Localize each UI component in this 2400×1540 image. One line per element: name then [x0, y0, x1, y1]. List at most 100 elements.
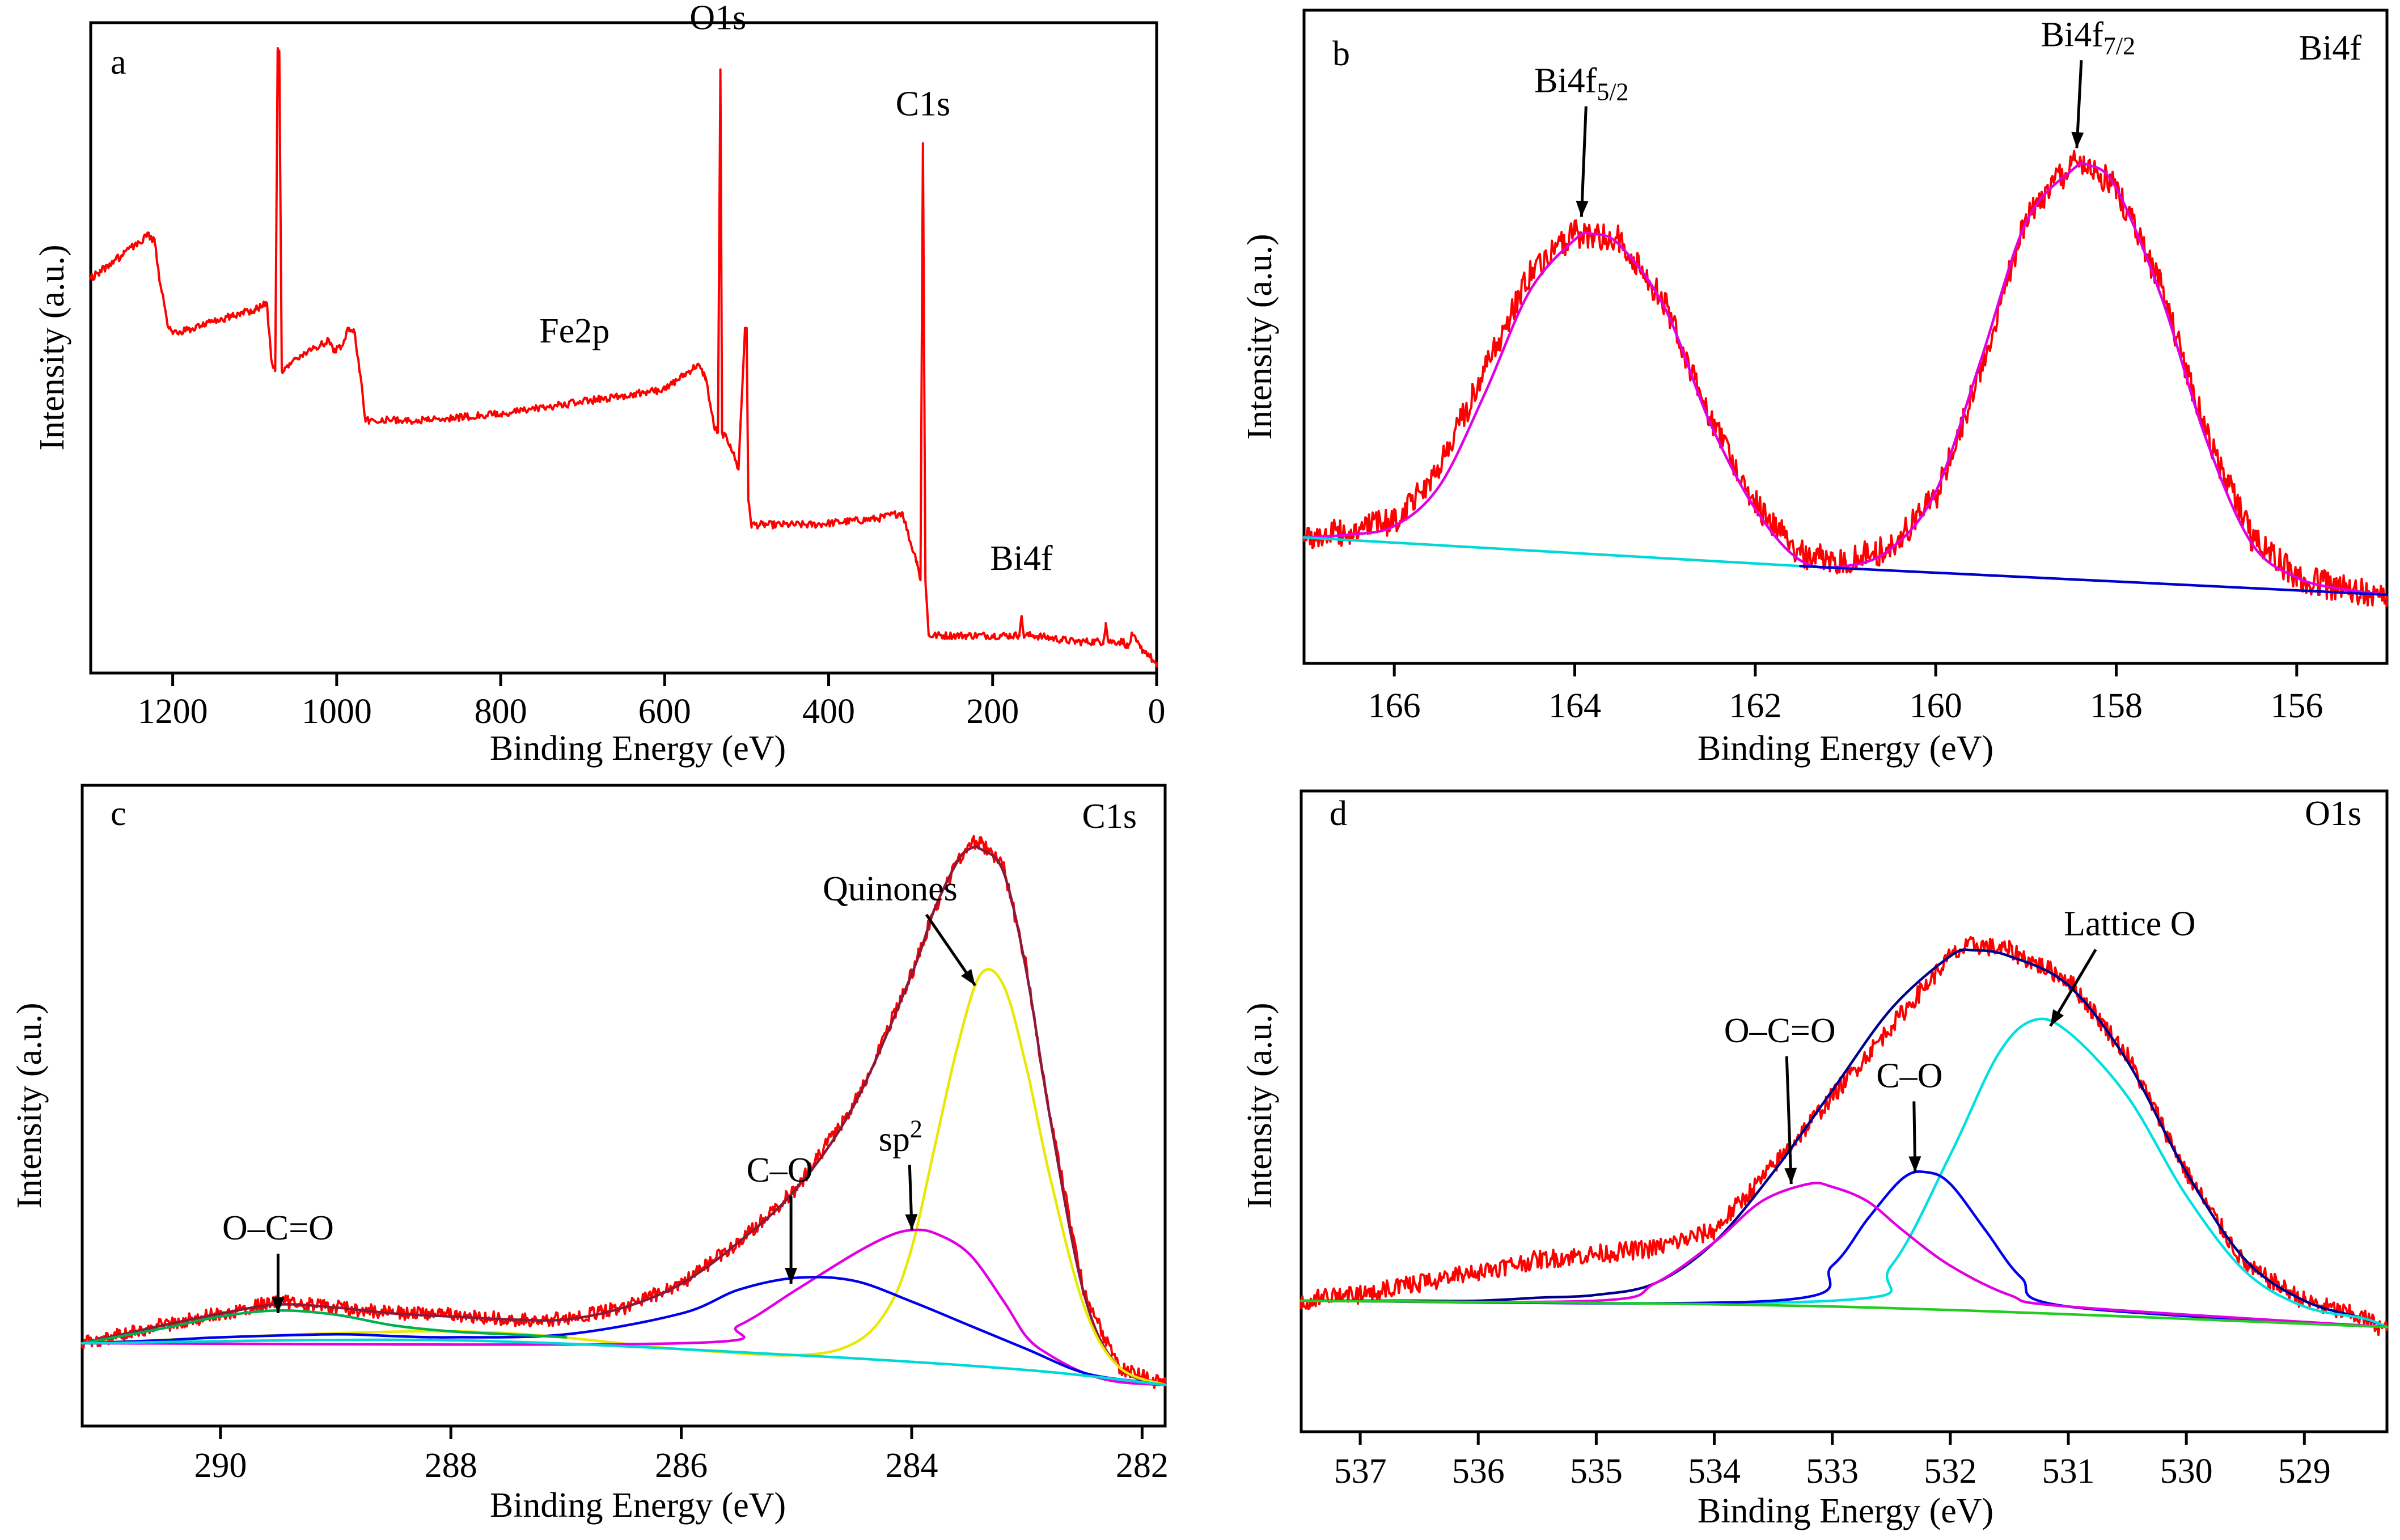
- panel-b-frame: [1302, 9, 2389, 665]
- panel-a-x-ticks: 1200 1000 800 600 400 200 0: [138, 672, 1166, 731]
- panel-c-series-c-o: [81, 1275, 1167, 1386]
- panel-c-annotation: Quinones: [823, 870, 976, 987]
- panel-d-x-axis-label: Binding Energy (eV): [1698, 1492, 1993, 1530]
- panel-b-annotation-arrow: [1580, 106, 1588, 217]
- panel-b-annotation: Bi4f7/2: [2041, 15, 2135, 149]
- panel-d-annotation-label: C–O: [1876, 1056, 1942, 1095]
- panel-c-series-background: [81, 1338, 1167, 1386]
- panel-b-x-tick-label: 162: [1729, 687, 1781, 725]
- panel-c-x-tick-label: 286: [655, 1446, 708, 1485]
- panel-d-x-tick-label: 534: [1688, 1452, 1741, 1491]
- panel-b-annotation: Bi4f5/2: [1534, 62, 1629, 217]
- panel-a-letter: a: [111, 43, 126, 82]
- panel-b-x-axis-label: Binding Energy (eV): [1698, 729, 1993, 768]
- panel-d-annotation-arrowhead: [2050, 1009, 2064, 1026]
- panel-b-x-ticks: 166 164 162 160 158 156: [1368, 662, 2323, 725]
- panel-c-annotation-arrowhead: [905, 1214, 918, 1230]
- panel-d-annotation: C–O: [1876, 1056, 1942, 1173]
- panel-c-c1s-spectrum: O–C=O C–O sp2 Quinones 290 288 286 284 282 c C1…: [10, 784, 1169, 1525]
- panel-c-annotation-label: C–O: [747, 1151, 813, 1190]
- panel-d-plot-area: O–C=O C–O Lattice O: [1300, 905, 2389, 1336]
- panel-d-tag: O1s: [2305, 794, 2361, 833]
- panel-c-series-sp2: [81, 1228, 1167, 1386]
- panel-d-x-tick-label: 536: [1452, 1452, 1505, 1491]
- panel-a-x-tick-label: 600: [638, 692, 691, 731]
- panel-d-x-tick-label: 533: [1806, 1452, 1859, 1491]
- panel-c-x-ticks: 290 288 286 284 282: [194, 1425, 1169, 1485]
- panel-c-frame: [81, 784, 1167, 1428]
- panel-c-annotation-label: O–C=O: [222, 1209, 334, 1247]
- panel-c-annotation-label: Quinones: [823, 870, 958, 908]
- panel-a-annotation: Bi4f: [990, 539, 1053, 578]
- panel-c-x-tick-label: 290: [194, 1446, 247, 1485]
- panel-b-bi4f-spectrum: Bi4f5/2 Bi4f7/2 166 164 162 160 158 156 b Bi4f…: [1241, 9, 2389, 768]
- panel-d-annotation-label: O–C=O: [1724, 1012, 1836, 1050]
- panel-d-annotation-arrowhead: [1784, 1167, 1797, 1184]
- panel-b-x-tick-label: 164: [1548, 687, 1601, 725]
- panel-c-annotation: C–O: [747, 1151, 813, 1284]
- panel-c-annotation-arrowhead: [272, 1297, 285, 1313]
- panel-c-x-tick-label: 282: [1116, 1446, 1169, 1485]
- panel-a-x-tick-label: 0: [1148, 692, 1166, 731]
- panel-c-plot-area: O–C=O C–O sp2 Quinones: [81, 835, 1167, 1389]
- panel-b-letter: b: [1332, 35, 1350, 73]
- panel-d-annotation: O–C=O: [1724, 1012, 1836, 1184]
- panel-a-frame: [89, 21, 1158, 675]
- panel-d-annotation-arrowhead: [1908, 1156, 1921, 1173]
- panel-a-annotation-label: Fe2p: [539, 312, 609, 350]
- panel-b-annotation-label: Bi4f7/2: [2041, 15, 2135, 60]
- panel-a-annotation-label: Bi4f: [990, 539, 1053, 578]
- panel-b-y-axis-label: Intensity (a.u.): [1241, 234, 1279, 439]
- panel-d-x-tick-label: 535: [1570, 1452, 1623, 1491]
- panel-d-x-tick-label: 537: [1334, 1452, 1387, 1491]
- panel-c-annotation-arrowhead: [785, 1268, 798, 1284]
- panel-d-series-lattice-o: [1300, 1017, 2389, 1329]
- panel-d-annotation: Lattice O: [2049, 905, 2196, 1027]
- panel-b-series-background: [1302, 536, 1802, 568]
- panel-c-series-raw: [81, 835, 1166, 1389]
- panel-a-annotation: Fe2p: [539, 312, 609, 350]
- panel-c-x-axis-label: Binding Energy (eV): [490, 1486, 786, 1525]
- panel-d-frame: [1300, 789, 2389, 1433]
- panel-a-x-tick-label: 400: [802, 692, 855, 731]
- panel-a-annotation: C1s: [896, 85, 950, 124]
- panel-b-x-tick-label: 156: [2270, 687, 2323, 725]
- panel-d-series-raw: [1300, 936, 2388, 1336]
- panel-c-x-tick-label: 288: [425, 1446, 477, 1485]
- panel-d-x-ticks: 537 536 535 534 533 532 531 530 529: [1334, 1431, 2331, 1491]
- panel-c-annotation-label: sp2: [879, 1115, 922, 1159]
- panel-a-plot-area: O1s C1s Fe2p Bi4f: [90, 0, 1158, 667]
- panel-c-letter: c: [111, 794, 126, 833]
- panel-c-tag: C1s: [1082, 797, 1137, 836]
- panel-d-x-tick-label: 531: [2042, 1452, 2094, 1491]
- panel-c-annotation: O–C=O: [222, 1209, 334, 1313]
- panel-c-x-tick-label: 284: [885, 1446, 938, 1485]
- panel-b-x-tick-label: 166: [1368, 687, 1421, 725]
- panel-a-x-tick-label: 1000: [302, 692, 372, 731]
- panel-b-series-raw: [1303, 150, 2388, 607]
- panel-d-x-tick-label: 529: [2278, 1452, 2331, 1491]
- panel-b-series-background-tail: [1799, 565, 2389, 596]
- panel-d-x-tick-label: 530: [2160, 1452, 2213, 1491]
- panel-a-x-tick-label: 200: [966, 692, 1019, 731]
- panel-c-series-envelope: [81, 845, 1167, 1386]
- panel-b-annotation-label: Bi4f5/2: [1534, 62, 1628, 106]
- panel-b-annotation-arrowhead: [1576, 201, 1589, 217]
- panel-b-series-fit-envelope: [1302, 162, 2389, 596]
- panel-d-annotation-arrow: [1785, 1056, 1793, 1184]
- panel-d-x-tick-label: 532: [1924, 1452, 1976, 1491]
- panel-a-annotation: O1s: [689, 0, 746, 37]
- panel-d-annotation-label: Lattice O: [2064, 905, 2195, 944]
- panel-a-x-tick-label: 800: [475, 692, 527, 731]
- panel-b-annotation-arrowhead: [2071, 132, 2084, 149]
- panel-a-x-tick-label: 1200: [138, 692, 208, 731]
- panel-c-annotation-arrowhead: [960, 968, 975, 985]
- panel-d-letter: d: [1330, 794, 1347, 833]
- panel-c-series-o-c-o: [81, 1309, 568, 1345]
- panel-d-series-background: [1300, 1299, 2389, 1329]
- panel-a-annotation-label: O1s: [689, 0, 746, 37]
- panel-c-series-quinones: [81, 968, 1167, 1386]
- panel-c-y-axis-label: Intensity (a.u.): [10, 1002, 49, 1208]
